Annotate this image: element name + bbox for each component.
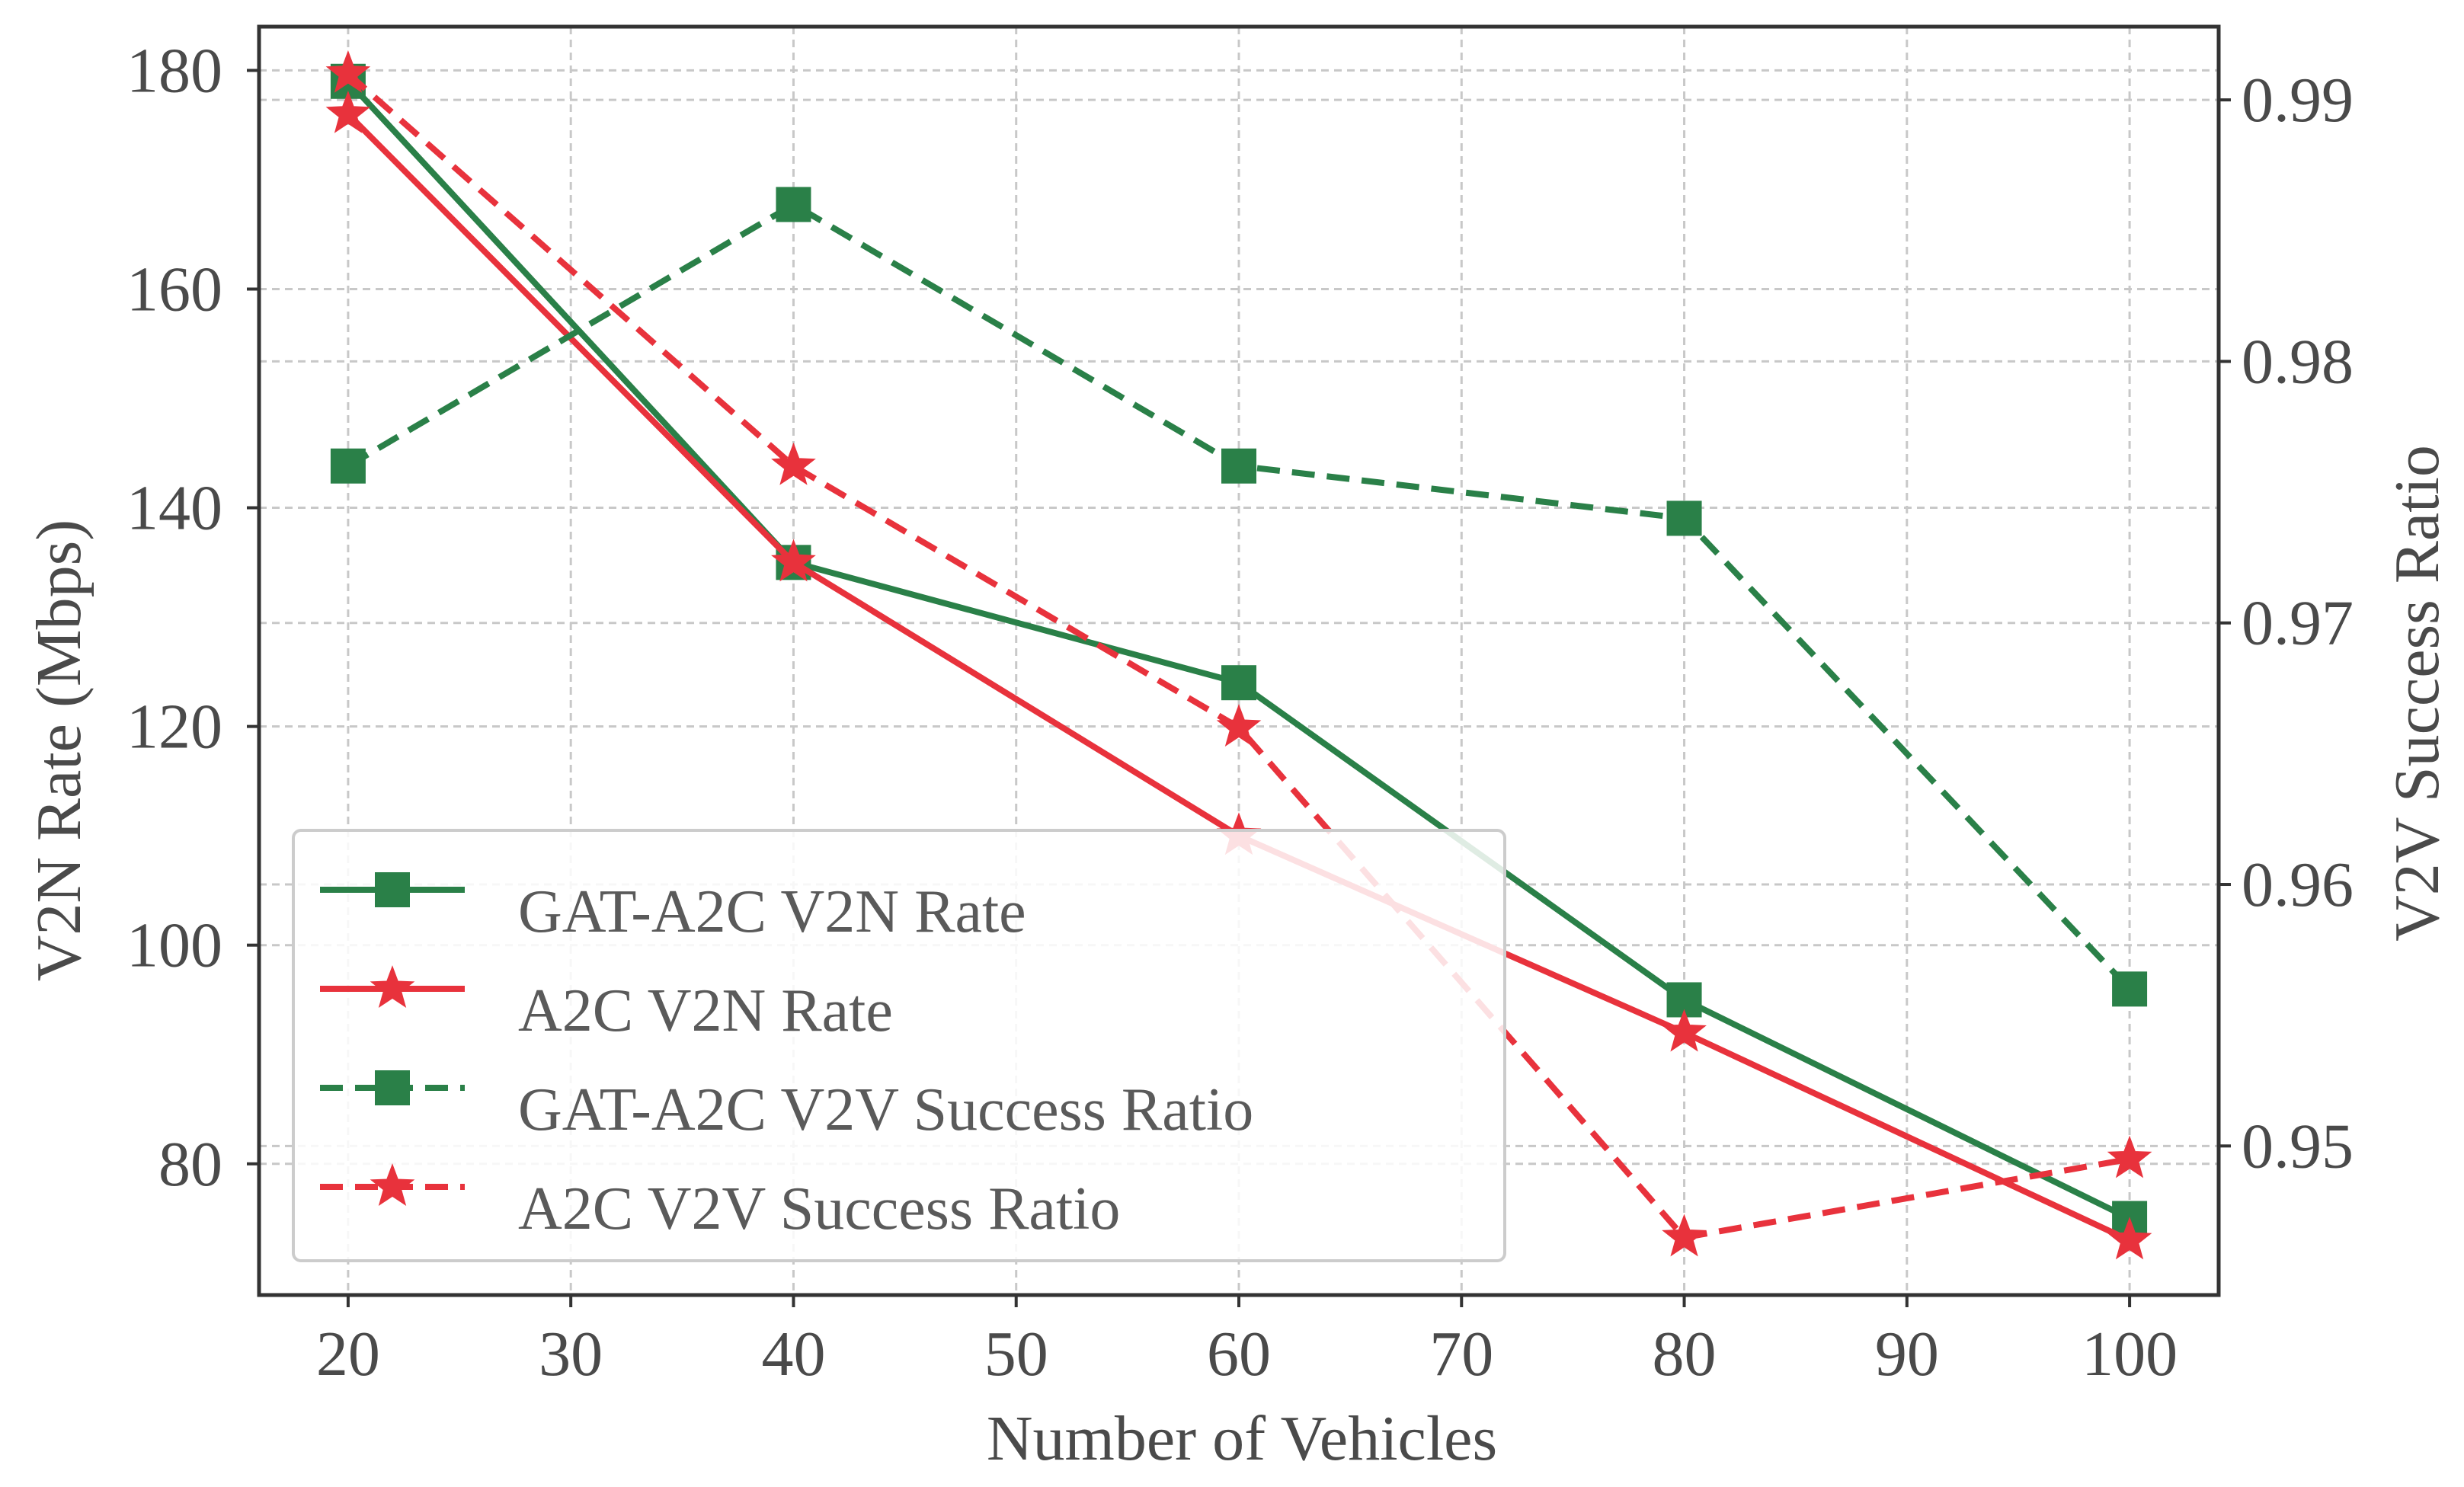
x-tick-label: 20 [316, 1319, 380, 1389]
data-point [325, 90, 371, 133]
data-point [325, 50, 371, 93]
y-left-tick-label: 120 [126, 692, 222, 763]
y-left-tick-label: 160 [126, 254, 222, 325]
x-tick-label: 40 [761, 1319, 825, 1389]
x-tick-label: 70 [1429, 1319, 1493, 1389]
x-axis-label: Number of Vehicles [987, 1403, 1497, 1474]
data-point [1662, 1214, 1707, 1257]
y-axis-right-label: V2V Success Ratio [2382, 445, 2453, 942]
legend-label: GAT-A2C V2V Success Ratio [518, 1076, 1253, 1143]
y-right-tick-label: 0.98 [2242, 326, 2354, 397]
data-point [1216, 704, 1262, 747]
data-point [1221, 448, 1256, 484]
data-point [771, 442, 816, 485]
legend-label: A2C V2V Success Ratio [518, 1175, 1120, 1242]
legend-item: A2C V2N Rate [320, 965, 893, 1044]
series-4 [325, 50, 2152, 1257]
x-tick-label: 90 [1875, 1319, 1939, 1389]
x-tick-label: 50 [984, 1319, 1048, 1389]
data-point [330, 448, 366, 484]
legend-marker [375, 872, 410, 907]
data-point [1666, 500, 1702, 536]
legend-item: GAT-A2C V2N Rate [320, 872, 1026, 945]
y-right-tick-label: 0.95 [2242, 1111, 2354, 1182]
x-tick-label: 80 [1653, 1319, 1717, 1389]
y-right-tick-label: 0.97 [2242, 588, 2354, 659]
y-left-tick-label: 100 [126, 910, 222, 981]
series-3 [330, 187, 2148, 1007]
y-left-tick-label: 80 [158, 1129, 222, 1200]
data-point [2107, 1217, 2152, 1260]
legend-label: A2C V2N Rate [518, 977, 893, 1044]
y-right-tick-label: 0.96 [2242, 849, 2354, 920]
data-point [1221, 665, 1256, 701]
data-point [771, 539, 816, 582]
x-tick-label: 30 [539, 1319, 603, 1389]
x-tick-label: 100 [2082, 1319, 2178, 1389]
grid-layer [259, 27, 2219, 1295]
y-left-tick-label: 140 [126, 473, 222, 544]
data-point [2112, 971, 2148, 1007]
data-point [2107, 1135, 2152, 1178]
y-right-tick-label: 0.99 [2242, 65, 2354, 136]
y-left-tick-label: 180 [126, 35, 222, 106]
legend-marker [370, 1163, 415, 1207]
legend-item: GAT-A2C V2V Success Ratio [320, 1070, 1253, 1143]
data-point [1662, 1009, 1707, 1052]
legend-item: A2C V2V Success Ratio [320, 1163, 1120, 1242]
y-axis-left-label: V2N Rate (Mbps) [24, 520, 94, 982]
legend-label: GAT-A2C V2N Rate [518, 878, 1026, 945]
x-tick-label: 60 [1207, 1319, 1271, 1389]
series-line [346, 71, 2130, 1241]
legend: GAT-A2C V2N Rate A2C V2N Rate GAT-A2C V2V … [292, 829, 1506, 1262]
legend-marker [375, 1070, 410, 1105]
legend-box [292, 829, 1506, 1262]
legend-marker [370, 965, 415, 1009]
axis-ticks: 20 30 40 50 60 70 80 90 100 80 100 120 140 160 180 0.95… [126, 35, 2354, 1389]
data-point [776, 187, 811, 222]
